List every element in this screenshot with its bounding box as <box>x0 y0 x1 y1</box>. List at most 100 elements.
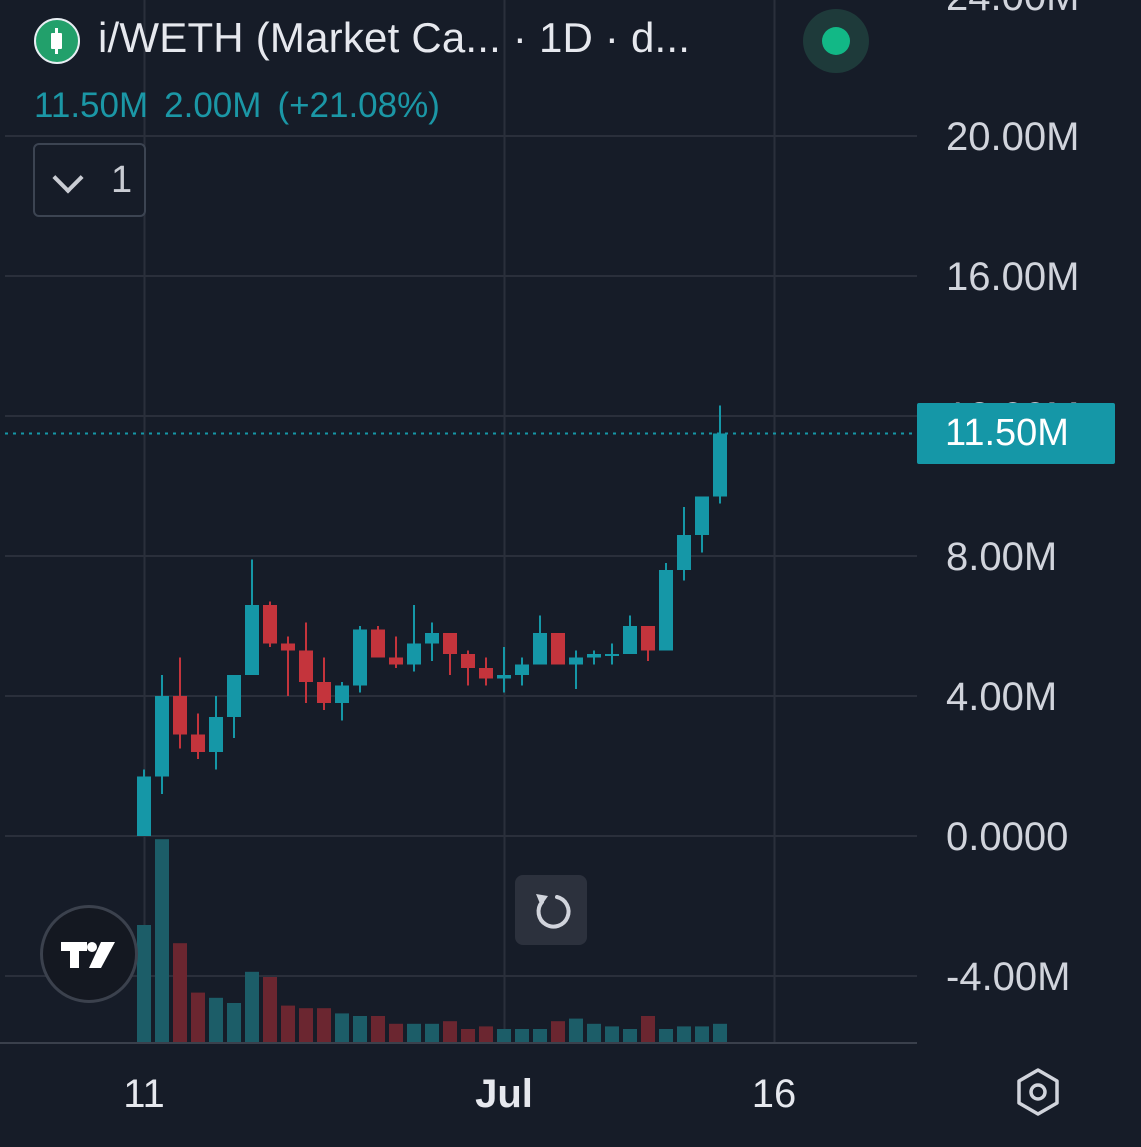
tradingview-logo-icon[interactable] <box>40 905 138 1003</box>
volume-bar <box>551 1021 565 1042</box>
candle-body <box>569 657 583 665</box>
volume-bar <box>533 1029 547 1042</box>
chart-header: i/WETH (Market Ca... · 1D · d... 11.50M 2… <box>0 0 900 130</box>
volume-bar <box>641 1016 655 1042</box>
candle-body <box>695 496 709 535</box>
candle <box>245 559 259 675</box>
candle-body <box>281 643 295 651</box>
candle-body <box>641 626 655 651</box>
candle-body <box>299 650 313 682</box>
volume-bars <box>137 839 727 1042</box>
last-price-label: 11.50M <box>917 403 1115 464</box>
volume-bar <box>263 977 277 1042</box>
volume-bar <box>587 1023 601 1042</box>
candle-body <box>407 643 421 665</box>
candle <box>353 626 367 693</box>
candle <box>641 626 655 661</box>
candle <box>659 563 673 651</box>
candle-body <box>587 654 601 658</box>
candle <box>533 615 547 665</box>
candle <box>425 622 439 661</box>
candle <box>281 636 295 696</box>
candle-body <box>317 682 331 703</box>
candle <box>191 713 205 759</box>
volume-bar <box>407 1023 421 1042</box>
market-status-indicator[interactable] <box>803 9 869 73</box>
candle-body <box>461 654 475 668</box>
candle-body <box>263 605 277 644</box>
candle-body <box>191 734 205 752</box>
volume-bar <box>173 943 187 1042</box>
candle-body <box>677 535 691 570</box>
candle-body <box>623 626 637 654</box>
candle <box>209 696 223 770</box>
candle <box>389 636 403 668</box>
candle-body <box>533 633 547 665</box>
reset-chart-button[interactable] <box>515 875 587 945</box>
candle-body <box>515 664 529 675</box>
candle <box>155 675 169 794</box>
candle <box>479 657 493 686</box>
indicators-count: 1 <box>111 159 133 201</box>
volume-bar <box>245 971 259 1042</box>
chevron-down-icon <box>52 162 84 194</box>
volume-bar <box>155 839 169 1042</box>
close-value: 11.50M <box>34 86 149 125</box>
y-tick-label: 8.00M <box>946 535 1057 579</box>
candle-body <box>209 717 223 752</box>
candle-body <box>137 776 151 836</box>
settings-button[interactable] <box>1012 1066 1064 1118</box>
volume-bar <box>191 992 205 1042</box>
volume-bar <box>317 1008 331 1042</box>
candle <box>443 633 457 675</box>
change-percent: (+21.08%) <box>277 86 440 125</box>
y-tick-label: 0.0000 <box>946 815 1068 859</box>
change-value: 2.00M <box>164 86 262 125</box>
candle <box>497 647 511 693</box>
x-tick-label: 16 <box>752 1072 797 1116</box>
candle-body <box>227 675 241 717</box>
candle-body <box>659 570 673 651</box>
candle <box>587 650 601 665</box>
volume-bar <box>569 1018 583 1042</box>
time-axis[interactable]: 11 Jul 16 <box>123 1072 796 1116</box>
candle <box>137 769 151 836</box>
candle <box>515 657 529 686</box>
ohlc-legend: 11.50M 2.00M (+21.08%) <box>34 86 456 126</box>
volume-bar <box>497 1029 511 1042</box>
volume-bar <box>677 1026 691 1042</box>
y-tick-label: 20.00M <box>946 115 1079 159</box>
candlestick-icon[interactable] <box>34 18 80 64</box>
candle-body <box>605 654 619 656</box>
symbol-title[interactable]: i/WETH (Market Ca... · 1D · d... <box>98 14 691 61</box>
volume-bar <box>281 1005 295 1042</box>
y-tick-label: -4.00M <box>946 955 1071 999</box>
candle-body <box>443 633 457 654</box>
candle <box>299 622 313 703</box>
candle-body <box>425 633 439 644</box>
volume-bar <box>371 1016 385 1042</box>
x-tick-label: Jul <box>475 1072 533 1116</box>
candle <box>263 601 277 647</box>
volume-bar <box>605 1026 619 1042</box>
candle-body <box>389 657 403 665</box>
candle <box>677 507 691 581</box>
candle-body <box>173 696 187 735</box>
candle <box>461 650 475 686</box>
volume-bar <box>515 1029 529 1042</box>
candle <box>605 643 619 665</box>
candle <box>569 650 583 689</box>
volume-bar <box>425 1023 439 1042</box>
volume-bar <box>479 1026 493 1042</box>
candle <box>227 675 241 738</box>
candle-body <box>497 675 511 679</box>
logo-mark <box>61 942 115 968</box>
volume-bar <box>335 1013 349 1042</box>
candle <box>371 626 385 658</box>
candle <box>551 633 565 665</box>
price-axis[interactable]: -4.00M0.00004.00M8.00M12.00M16.00M20.00M… <box>946 0 1079 999</box>
volume-bar <box>659 1029 673 1042</box>
x-tick-label: 11 <box>123 1072 165 1116</box>
indicators-toggle-button[interactable]: 1 <box>33 143 146 217</box>
